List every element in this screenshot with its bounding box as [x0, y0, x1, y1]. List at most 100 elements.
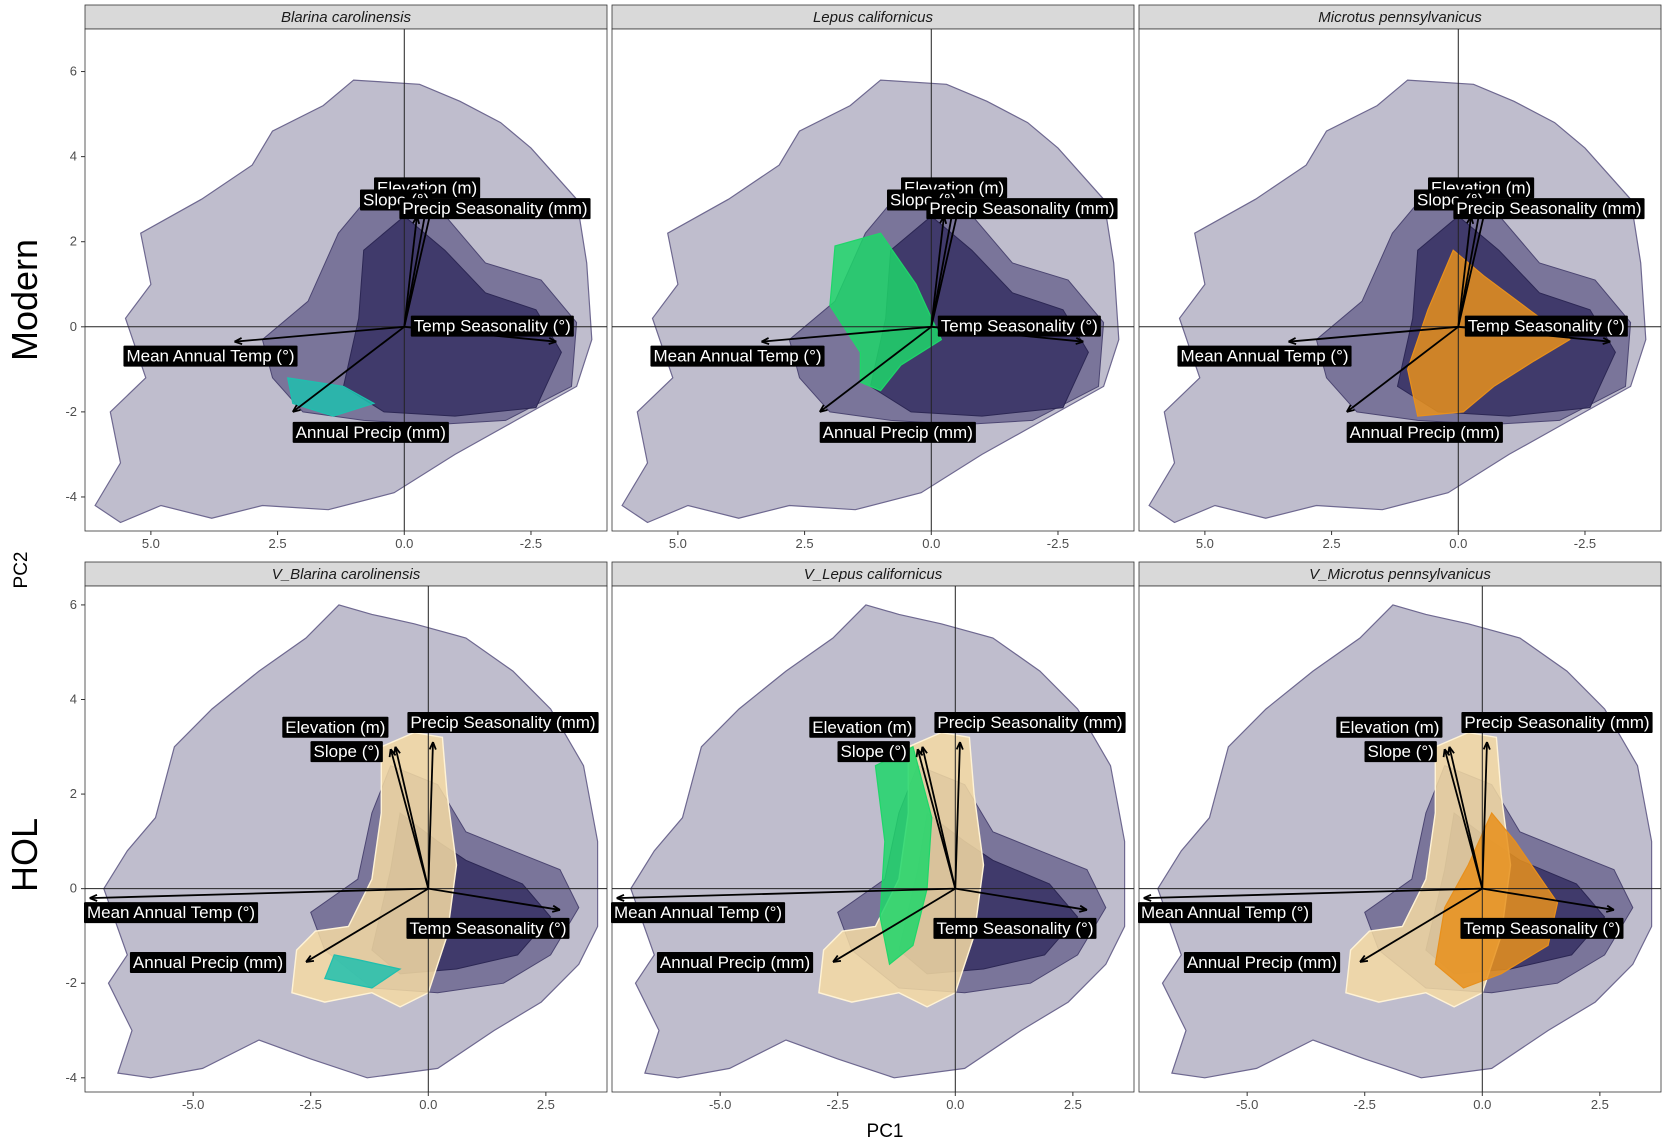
x-tick-label: -2.5 [1354, 1097, 1376, 1112]
arrow-head [292, 404, 301, 413]
y-axis-title: PC2 [11, 552, 32, 589]
vector-label-text: Annual Precip (mm) [1187, 953, 1337, 972]
facet-strip [84, 4, 608, 30]
vector-label: Precip Seasonality (mm) [407, 712, 599, 734]
vector-label-text: Mean Annual Temp (°) [1141, 903, 1309, 922]
x-tick-label: 2.5 [796, 536, 814, 551]
arrow-head [1288, 337, 1297, 346]
loading-arrow [428, 887, 561, 911]
x-tick-label: 0.0 [1449, 536, 1467, 551]
vector-label-text: Annual Precip (mm) [660, 953, 810, 972]
vector-label: Slope (°) [1364, 741, 1437, 763]
x-tick-label: -2.5 [300, 1097, 322, 1112]
loading-arrow [1457, 203, 1482, 327]
vector-label: Mean Annual Temp (°) [83, 902, 259, 924]
vector-label: Mean Annual Temp (°) [650, 345, 825, 367]
loading-arrow [403, 205, 434, 327]
row-label-modern: Modern [4, 239, 45, 361]
vector-label-text: Precip Seasonality (mm) [937, 713, 1122, 732]
vector-label-text: Elevation (m) [812, 718, 912, 737]
x-tick-label: -2.5 [1574, 536, 1596, 551]
vector-label: Precip Seasonality (mm) [399, 198, 591, 220]
vector-label-text: Slope (°) [314, 742, 380, 761]
vector-label-text: Mean Annual Temp (°) [653, 347, 821, 366]
facet-title: Lepus californicus [813, 9, 934, 26]
vector-label: Precip Seasonality (mm) [1453, 198, 1645, 220]
vector-label-bg [937, 315, 1101, 337]
vector-label-text: Mean Annual Temp (°) [614, 903, 782, 922]
arrow-head [1078, 904, 1088, 913]
vector-label-text: Temp Seasonality (°) [409, 919, 566, 938]
loading-arrow [1359, 887, 1483, 963]
vector-label-bg [933, 917, 1097, 939]
x-tick-label: 0.0 [419, 1097, 437, 1112]
y-tick-label: -2 [65, 975, 77, 990]
x-tick-label: 2.5 [1064, 1097, 1082, 1112]
x-tick-label: 0.0 [922, 536, 940, 551]
loading-arrow [234, 325, 405, 343]
arrow-head [761, 337, 770, 346]
vector-label-bg [1461, 712, 1653, 734]
facet-strip [611, 4, 1135, 30]
arrow-head [1143, 893, 1152, 902]
arrow-head [832, 954, 842, 963]
y-tick-label: -4 [65, 489, 77, 504]
loading-arrow [1482, 887, 1615, 911]
vector-label: Elevation (m) [1336, 716, 1443, 738]
arrow-head [1442, 748, 1451, 758]
vector-label-text: Elevation (m) [1339, 718, 1439, 737]
vector-label-bg [406, 917, 570, 939]
vector-label-bg [129, 951, 287, 973]
vector-label: Mean Annual Temp (°) [123, 345, 298, 367]
vector-label: Temp Seasonality (°) [406, 917, 570, 939]
loading-arrow [1288, 325, 1459, 343]
vector-label: Annual Precip (mm) [819, 421, 976, 443]
loading-arrow [389, 748, 430, 889]
vector-label-bg [656, 951, 814, 973]
x-tick-label: -2.5 [827, 1097, 849, 1112]
loading-arrow [1457, 216, 1472, 327]
loading-arrow [616, 887, 956, 900]
loading-arrow [403, 203, 428, 327]
y-tick-label: 0 [70, 881, 77, 896]
vector-label-text: Slope (°) [1368, 742, 1434, 761]
vector-label-text: Precip Seasonality (mm) [929, 199, 1114, 218]
vector-label: Temp Seasonality (°) [933, 917, 1097, 939]
vector-label: Mean Annual Temp (°) [1138, 902, 1313, 924]
vector-label: Elevation (m) [809, 716, 916, 738]
vector-label-text: Annual Precip (mm) [823, 423, 973, 442]
facet-strip [1138, 4, 1662, 30]
vector-label-bg [1364, 741, 1437, 763]
vector-label-bg [292, 421, 449, 443]
facet-strip [611, 561, 1135, 587]
vector-label-bg [650, 345, 825, 367]
vector-label-text: Annual Precip (mm) [1350, 423, 1500, 442]
species-density [1434, 811, 1559, 989]
vector-label: Slope (°) [837, 741, 910, 763]
x-tick-label: 0.0 [1473, 1097, 1491, 1112]
x-tick-label: 5.0 [1196, 536, 1214, 551]
vector-label-text: Precip Seasonality (mm) [1464, 713, 1649, 732]
x-tick-label: 0.0 [395, 536, 413, 551]
vector-label-bg [1453, 198, 1645, 220]
arrow-head [1346, 404, 1355, 413]
facet-title: Microtus pennsylvanicus [1318, 9, 1482, 26]
facet-panel: V_Lepus californicus Elevation (m) Slope (… [611, 561, 1135, 1112]
vector-label-bg [1346, 421, 1503, 443]
x-tick-label: -2.5 [520, 536, 542, 551]
vector-label: Temp Seasonality (°) [937, 315, 1101, 337]
vector-label-text: Mean Annual Temp (°) [126, 347, 294, 366]
vector-label-bg [1138, 902, 1313, 924]
vector-label-text: Precip Seasonality (mm) [402, 199, 587, 218]
vector-label-bg [1460, 917, 1624, 939]
y-tick-label: -4 [65, 1070, 77, 1085]
vector-label: Annual Precip (mm) [1183, 951, 1341, 973]
y-tick-label: 6 [70, 597, 77, 612]
loading-arrow [292, 326, 405, 413]
arrow-head [1359, 954, 1369, 963]
vector-label-bg [1183, 951, 1341, 973]
loading-arrow [1443, 748, 1484, 889]
vector-label-bg [282, 716, 389, 738]
x-tick-label: -5.0 [1236, 1097, 1258, 1112]
